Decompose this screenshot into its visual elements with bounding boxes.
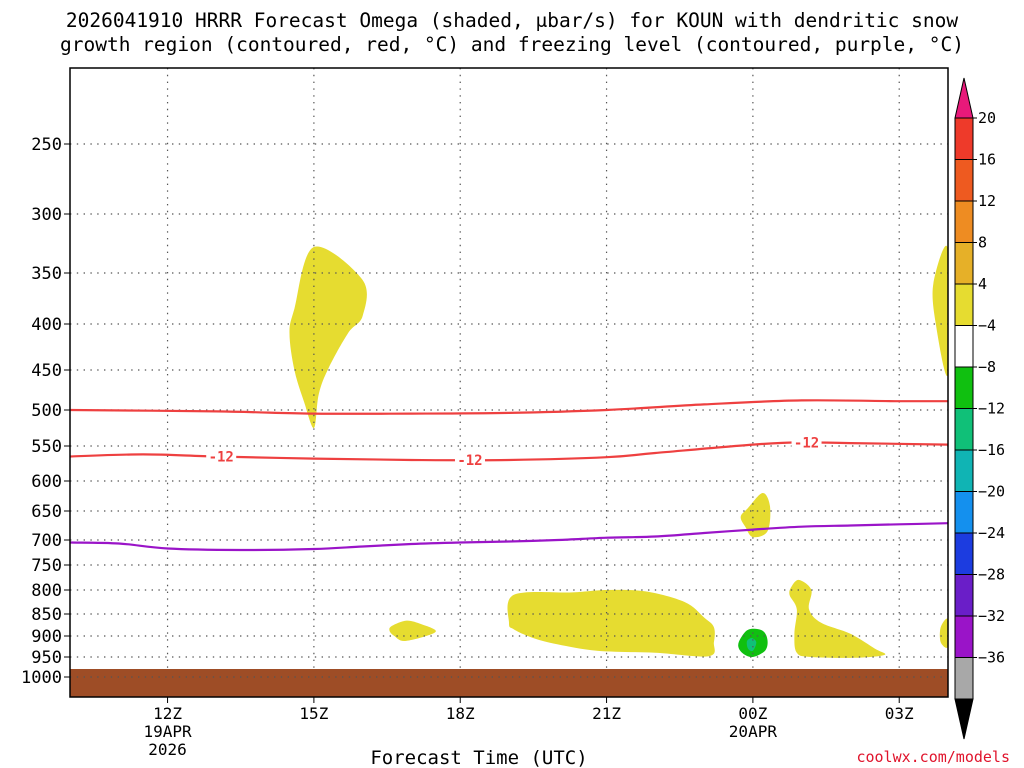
contour-label: -12	[794, 435, 819, 451]
colorbar-label: −20	[978, 483, 1005, 501]
plot-frame	[69, 67, 949, 698]
colorbar-swatch	[954, 408, 974, 451]
colorbar-top-triangle	[954, 77, 974, 119]
x-tick-date-label: 19APR	[143, 722, 192, 741]
omega-shaded-region	[932, 246, 948, 377]
colorbar-swatch	[954, 159, 974, 202]
omega-shaded-region	[746, 638, 757, 652]
colorbar-swatch	[954, 200, 974, 243]
axes-layer: 2503003504004505005506006507007508008509…	[21, 135, 914, 768]
colorbar-label: −8	[978, 358, 996, 376]
y-tick-label: 400	[31, 315, 62, 335]
y-tick-label: 300	[31, 205, 62, 225]
colorbar-swatch	[954, 657, 974, 700]
colorbar-swatch	[954, 532, 974, 575]
colorbar-swatch	[954, 449, 974, 492]
x-tick-year-label: 2026	[148, 740, 187, 759]
y-tick-label: 500	[31, 401, 62, 421]
y-tick-label: 450	[31, 361, 62, 381]
y-tick-label: 950	[31, 648, 62, 668]
colorbar-label: 12	[978, 192, 996, 210]
colorbar-label: −24	[978, 524, 1005, 542]
omega-shaded-region	[389, 620, 436, 641]
contour-label-bg	[454, 451, 485, 467]
y-tick-label: 650	[31, 502, 62, 522]
colorbar-label: −4	[978, 317, 996, 335]
omega-shaded-region	[939, 618, 948, 648]
y-tick-label: 800	[31, 581, 62, 601]
colorbar-label: −36	[978, 649, 1005, 667]
y-tick-label: 600	[31, 472, 62, 492]
colorbar-label: −16	[978, 441, 1005, 459]
x-tick-label: 18Z	[446, 704, 475, 723]
colorbar-swatch	[954, 117, 974, 160]
omega-shading-layer	[289, 246, 948, 658]
colorbar-label: 4	[978, 275, 987, 293]
x-tick-label: 00Z	[738, 704, 767, 723]
colorbar-label: −28	[978, 566, 1005, 584]
x-tick-label: 15Z	[299, 704, 328, 723]
x-tick-date-label: 20APR	[729, 722, 778, 741]
contour-label: -12	[457, 453, 482, 469]
grid-layer	[70, 68, 948, 678]
y-tick-label: 900	[31, 627, 62, 647]
chart-title-line2: growth region (contoured, red, °C) and f…	[60, 33, 964, 56]
colorbar-label: 16	[978, 151, 996, 169]
chart-title-line1: 2026041910 HRRR Forecast Omega (shaded, …	[65, 9, 959, 32]
omega-shaded-region	[507, 589, 715, 657]
y-tick-label: 1000	[21, 668, 62, 688]
contour-line	[70, 399, 948, 415]
contour-label-bg	[791, 433, 822, 450]
colorbar-swatch	[954, 615, 974, 658]
colorbar-swatch	[954, 283, 974, 326]
colorbar-bottom-triangle	[954, 698, 974, 740]
x-tick-label: 21Z	[592, 704, 621, 723]
contour-label: -12	[209, 450, 234, 466]
credit-text: coolwx.com/models	[856, 748, 1010, 766]
x-axis-title: Forecast Time (UTC)	[370, 747, 587, 768]
colorbar-swatch	[954, 325, 974, 368]
omega-shaded-region	[289, 246, 367, 429]
colorbar: 20 16 12 8 4 −4 −8 −12 −16 −20 −24 −28 −32 −36	[954, 77, 1005, 740]
y-tick-label: 700	[31, 531, 62, 551]
contour-line	[70, 522, 948, 552]
ground-fill	[70, 669, 948, 697]
colorbar-swatch	[954, 366, 974, 409]
colorbar-swatch	[954, 491, 974, 534]
colorbar-swatch	[954, 574, 974, 617]
y-tick-label: 750	[31, 556, 62, 576]
x-tick-label: 12Z	[153, 704, 182, 723]
ground-layer	[70, 669, 948, 697]
y-tick-label: 350	[31, 264, 62, 284]
colorbar-label: 20	[978, 109, 996, 127]
x-tick-label: 03Z	[885, 704, 914, 723]
colorbar-label: −32	[978, 607, 1005, 625]
colorbar-label: 8	[978, 234, 987, 252]
colorbar-label: −12	[978, 400, 1005, 418]
contour-label-bg	[206, 447, 237, 464]
y-tick-label: 250	[31, 135, 62, 155]
y-tick-label: 550	[31, 437, 62, 457]
omega-shaded-region	[789, 579, 886, 658]
omega-shaded-region	[740, 492, 771, 538]
plot-frame-layer	[69, 67, 949, 698]
colorbar-swatch	[954, 242, 974, 285]
contour-layer: -12 -12 -12	[70, 399, 948, 552]
y-tick-label: 850	[31, 605, 62, 625]
